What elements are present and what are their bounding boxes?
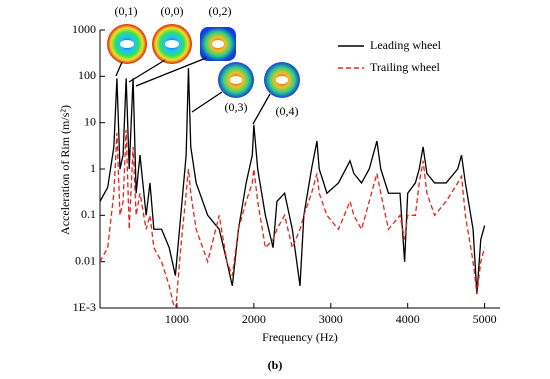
plot-area (100, 68, 486, 308)
y-tick-label: 0.01 (75, 253, 96, 267)
caption: (b) (268, 358, 283, 372)
annotation: (0,3) (225, 100, 248, 114)
annotation: (0,4) (276, 104, 299, 118)
annotation: (0,1) (115, 4, 138, 18)
annotation: (0,0) (161, 4, 184, 18)
x-axis-label: Frequency (Hz) (262, 330, 338, 344)
x-tick-label: 5000 (473, 312, 497, 326)
legend-label: Trailing wheel (370, 60, 441, 74)
x-tick-label: 2000 (242, 312, 266, 326)
arrows (115, 57, 271, 125)
y-tick-label: 1000 (72, 22, 96, 36)
mode-shape-icons (107, 24, 300, 98)
x-tick-label: 3000 (319, 312, 343, 326)
y-tick-label: 0.1 (81, 207, 96, 221)
y-axis-label: Acceleration of Rim (m/s²) (58, 105, 72, 235)
x-tick-label: 4000 (396, 312, 420, 326)
y-tick-label: 1E-3 (73, 300, 96, 314)
annotation: (0,2) (209, 4, 232, 18)
y-tick-label: 100 (78, 68, 96, 82)
series-line (100, 129, 486, 308)
x-tick-label: 1000 (165, 312, 189, 326)
series-line (100, 68, 486, 295)
y-tick-label: 10 (84, 114, 96, 128)
legend-label: Leading wheel (370, 38, 442, 52)
y-tick-label: 1 (90, 161, 96, 175)
